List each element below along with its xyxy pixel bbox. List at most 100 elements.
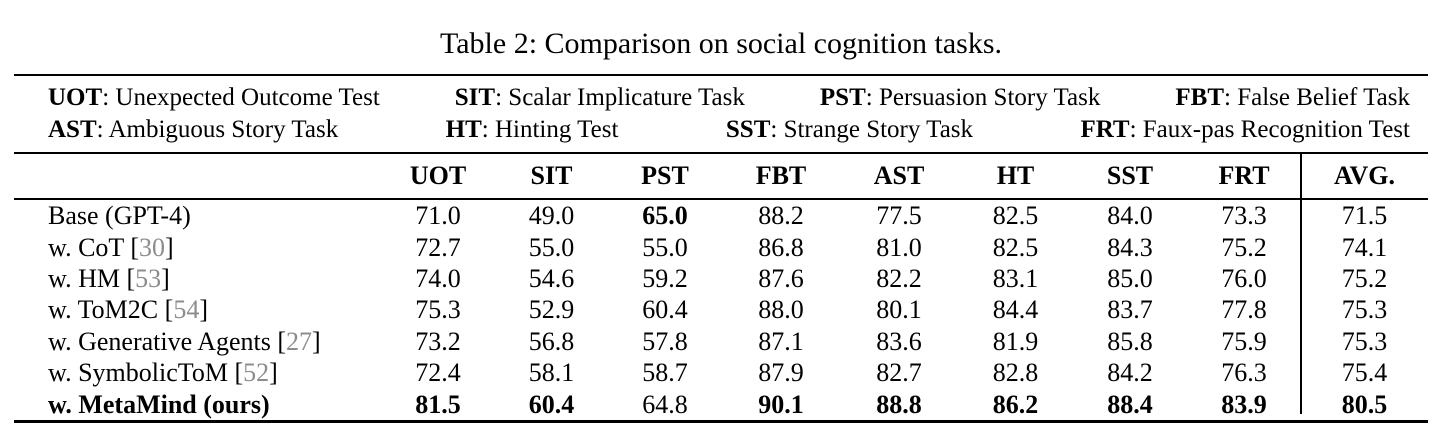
legend-row: UOT: Unexpected Outcome Test SIT: Scalar… [48,82,1410,114]
score-cell: 82.7 [876,358,922,388]
score-cell: 73.2 [415,326,461,356]
score-cell: 81.0 [876,232,922,262]
column-header-frt: FRT [1218,161,1270,191]
score-cell: 84.3 [1107,232,1153,262]
legend-item-pst: PST: Persuasion Story Task [819,84,1101,112]
avg-cell: 71.5 [1341,201,1388,231]
row-label: w. MetaMind (ours) [48,389,270,419]
score-cell: 80.1 [876,295,922,325]
table-row-tom2c: w. ToM2C [54] 75.3 52.9 60.4 88.0 80.1 8… [14,295,1428,326]
score-cell: 57.8 [642,326,688,356]
score-cell: 56.8 [528,326,575,356]
avg-cell: 75.4 [1341,358,1388,388]
score-cell: 83.6 [876,326,922,356]
score-cell: 90.1 [758,389,804,419]
score-cell: 82.5 [992,201,1039,231]
score-cell: 59.2 [642,263,688,293]
citation-link[interactable]: 27 [286,326,313,356]
top-rule [14,74,1428,77]
score-cell: 71.0 [415,201,461,231]
column-header-ht: HT [996,161,1035,191]
legend-item-ast: AST: Ambiguous Story Task [48,116,339,144]
score-cell: 60.4 [528,389,575,419]
avg-cell: 75.3 [1341,326,1388,356]
legend-item-uot: UOT: Unexpected Outcome Test [48,84,380,112]
citation-link[interactable]: 53 [135,263,162,293]
score-cell: 88.0 [758,295,804,325]
abbreviation-legend: UOT: Unexpected Outcome Test SIT: Scalar… [14,76,1428,152]
legend-item-sst: SST: Strange Story Task [725,116,974,144]
column-header-pst: PST [641,161,689,191]
score-cell: 55.0 [642,232,688,262]
avg-cell: 80.5 [1341,389,1388,419]
table-row-symbolictom: w. SymbolicToM [52] 72.4 58.1 58.7 87.9 … [14,357,1428,388]
column-header-sst: SST [1106,161,1154,191]
citation-link[interactable]: 52 [243,358,270,388]
column-header-sit: SIT [530,161,573,191]
score-cell: 86.2 [992,389,1039,419]
score-cell: 85.0 [1107,263,1153,293]
table-row-hm: w. HM [53] 74.0 54.6 59.2 87.6 82.2 83.1… [14,263,1428,294]
score-cell: 60.4 [642,295,688,325]
score-cell: 88.8 [876,389,922,419]
score-cell: 87.6 [758,263,804,293]
table-row-cot: w. CoT [30] 72.7 55.0 55.0 86.8 81.0 82.… [14,232,1428,263]
score-cell: 77.8 [1221,295,1267,325]
score-cell: 87.1 [758,326,804,356]
score-cell: 84.4 [992,295,1039,325]
score-cell: 87.9 [758,358,804,388]
citation-link[interactable]: 30 [139,232,166,262]
avg-cell: 75.2 [1341,263,1388,293]
score-cell: 83.9 [1221,389,1267,419]
score-cell: 85.8 [1107,326,1153,356]
column-header-avg: AVG. [1334,161,1395,191]
table-row-base: Base (GPT-4) 71.0 49.0 65.0 88.2 77.5 82… [14,200,1428,231]
score-cell: 82.2 [876,263,922,293]
score-cell: 55.0 [528,232,575,262]
score-cell: 76.3 [1221,358,1267,388]
row-label: w. Generative Agents [27] [48,326,321,356]
avg-cell: 74.1 [1341,232,1388,262]
score-cell: 73.3 [1221,201,1267,231]
score-cell: 84.0 [1107,201,1153,231]
score-cell: 76.0 [1221,263,1267,293]
avg-column-separator [1300,154,1302,414]
score-cell: 86.8 [758,232,804,262]
score-cell: 88.4 [1107,389,1153,419]
row-label: Base (GPT-4) [48,201,191,231]
score-cell: 84.2 [1107,358,1153,388]
citation-link[interactable]: 54 [173,295,200,325]
legend-item-sit: SIT: Scalar Implicature Task [454,84,745,112]
score-cell: 83.7 [1107,295,1153,325]
header-rule [14,198,1428,201]
row-label: w. ToM2C [54] [48,295,208,325]
score-cell: 82.5 [992,232,1039,262]
score-cell: 83.1 [992,263,1039,293]
score-cell: 65.0 [642,201,688,231]
score-cell: 88.2 [758,201,804,231]
score-cell: 74.0 [415,263,461,293]
table-caption: Table 2: Comparison on social cognition … [440,27,1002,60]
score-cell: 82.8 [992,358,1039,388]
comparison-table: UOT: Unexpected Outcome Test SIT: Scalar… [14,74,1428,423]
bottom-rule [14,420,1428,423]
column-header-uot: UOT [409,161,467,191]
score-cell: 77.5 [876,201,922,231]
avg-cell: 75.3 [1341,295,1388,325]
score-cell: 72.7 [415,232,461,262]
score-cell: 75.9 [1221,326,1267,356]
score-cell: 75.3 [415,295,461,325]
score-cell: 81.5 [415,389,461,419]
score-cell: 52.9 [528,295,575,325]
score-cell: 64.8 [642,389,688,419]
legend-item-ht: HT: Hinting Test [445,116,619,144]
score-cell: 58.7 [642,358,688,388]
column-header-fbt: FBT [755,161,807,191]
table-body: Base (GPT-4) 71.0 49.0 65.0 88.2 77.5 82… [14,200,1428,420]
score-cell: 81.9 [992,326,1039,356]
score-cell: 54.6 [528,263,575,293]
row-label: w. CoT [30] [48,232,174,262]
row-label: w. HM [53] [48,263,170,293]
table-row-generative-agents: w. Generative Agents [27] 73.2 56.8 57.8… [14,326,1428,357]
